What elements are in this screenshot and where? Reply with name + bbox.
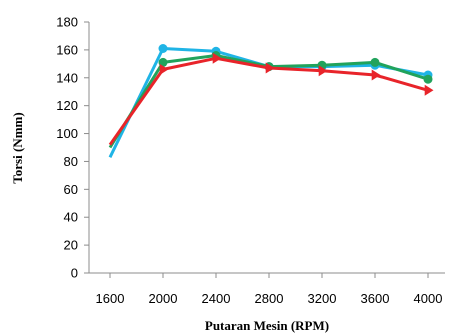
y-tick-label: 100 — [56, 126, 78, 141]
data-point — [158, 44, 168, 53]
series-1 — [108, 44, 433, 158]
x-ticks: 1600 2000 2400 2800 3200 3600 4000 — [96, 273, 443, 306]
y-tick-label: 140 — [56, 70, 78, 85]
series-3 — [108, 52, 434, 146]
y-tick-label: 160 — [56, 42, 78, 57]
x-tick-label: 3600 — [361, 291, 390, 306]
series-2 — [108, 51, 433, 149]
data-point — [159, 63, 169, 75]
x-tick-label: 1600 — [96, 291, 125, 306]
data-point — [423, 74, 433, 84]
y-ticks: 0 20 40 60 80 100 120 140 160 180 — [56, 15, 89, 281]
y-tick-label: 60 — [64, 182, 78, 197]
data-point — [370, 57, 380, 67]
y-axis-title: Torsi (Nmm) — [10, 112, 25, 183]
y-tick-label: 80 — [64, 154, 78, 169]
y-tick-label: 0 — [71, 266, 78, 281]
x-tick-label: 2800 — [255, 291, 284, 306]
axes — [88, 22, 445, 274]
y-tick-label: 20 — [64, 238, 78, 253]
x-tick-label: 2000 — [149, 291, 178, 306]
x-tick-label: 2400 — [202, 291, 231, 306]
y-tick-label: 180 — [56, 15, 78, 30]
y-tick-label: 40 — [64, 210, 78, 225]
y-tick-label: 120 — [56, 98, 78, 113]
x-axis-title: Putaran Mesin (RPM) — [205, 318, 329, 333]
x-tick-label: 4000 — [414, 291, 443, 306]
data-point — [424, 84, 434, 96]
x-tick-label: 3200 — [308, 291, 337, 306]
series-layer — [108, 44, 434, 158]
data-point — [371, 69, 381, 81]
data-point — [318, 65, 328, 77]
data-point — [212, 52, 222, 64]
data-point — [265, 62, 275, 74]
